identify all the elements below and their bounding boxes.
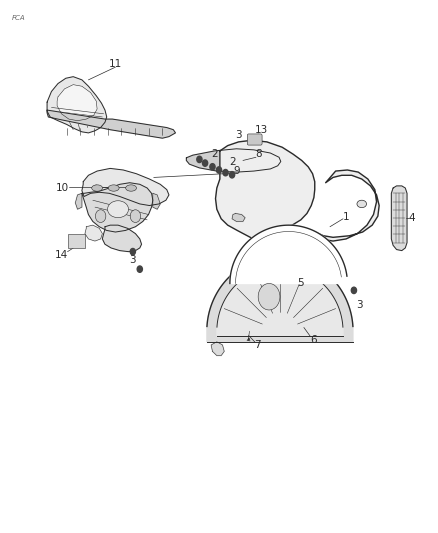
Text: 2: 2: [230, 157, 236, 166]
Polygon shape: [57, 85, 97, 120]
Text: 3: 3: [235, 130, 242, 140]
Circle shape: [230, 172, 235, 178]
Polygon shape: [217, 266, 343, 336]
Polygon shape: [82, 168, 169, 206]
Text: 5: 5: [297, 278, 304, 288]
Text: 11: 11: [109, 59, 122, 69]
Polygon shape: [391, 186, 407, 251]
Polygon shape: [207, 256, 353, 342]
Text: 9: 9: [233, 166, 240, 176]
Text: 1: 1: [343, 212, 350, 222]
Text: 10: 10: [56, 183, 69, 193]
Circle shape: [197, 156, 202, 163]
Polygon shape: [47, 77, 107, 133]
Text: 3: 3: [130, 255, 136, 265]
Polygon shape: [232, 214, 245, 221]
Circle shape: [216, 167, 222, 173]
Circle shape: [130, 210, 141, 222]
Text: 7: 7: [254, 340, 261, 350]
Text: 2: 2: [212, 149, 218, 159]
Polygon shape: [85, 225, 102, 241]
Polygon shape: [211, 342, 224, 356]
FancyBboxPatch shape: [247, 134, 262, 145]
Text: 3: 3: [356, 300, 363, 310]
Polygon shape: [230, 225, 347, 284]
Polygon shape: [254, 268, 290, 276]
Polygon shape: [215, 140, 379, 249]
Polygon shape: [186, 149, 281, 172]
Polygon shape: [102, 225, 141, 252]
Text: 6: 6: [311, 335, 317, 345]
Text: 8: 8: [255, 149, 261, 159]
Circle shape: [95, 210, 106, 222]
Circle shape: [137, 266, 142, 272]
Ellipse shape: [108, 201, 128, 217]
Polygon shape: [75, 193, 82, 209]
Ellipse shape: [92, 185, 102, 191]
Polygon shape: [153, 193, 160, 209]
Circle shape: [202, 160, 208, 166]
Ellipse shape: [108, 185, 119, 191]
Polygon shape: [47, 110, 176, 138]
Ellipse shape: [126, 185, 137, 191]
Circle shape: [351, 287, 357, 294]
Text: 14: 14: [55, 250, 68, 260]
Circle shape: [210, 164, 215, 170]
Ellipse shape: [357, 200, 367, 208]
Text: 13: 13: [255, 125, 268, 135]
Polygon shape: [82, 183, 153, 232]
Text: FCA: FCA: [12, 14, 26, 21]
Circle shape: [223, 169, 228, 176]
FancyBboxPatch shape: [67, 234, 85, 248]
Circle shape: [258, 284, 280, 310]
Circle shape: [130, 248, 135, 255]
Text: 4: 4: [408, 213, 415, 223]
